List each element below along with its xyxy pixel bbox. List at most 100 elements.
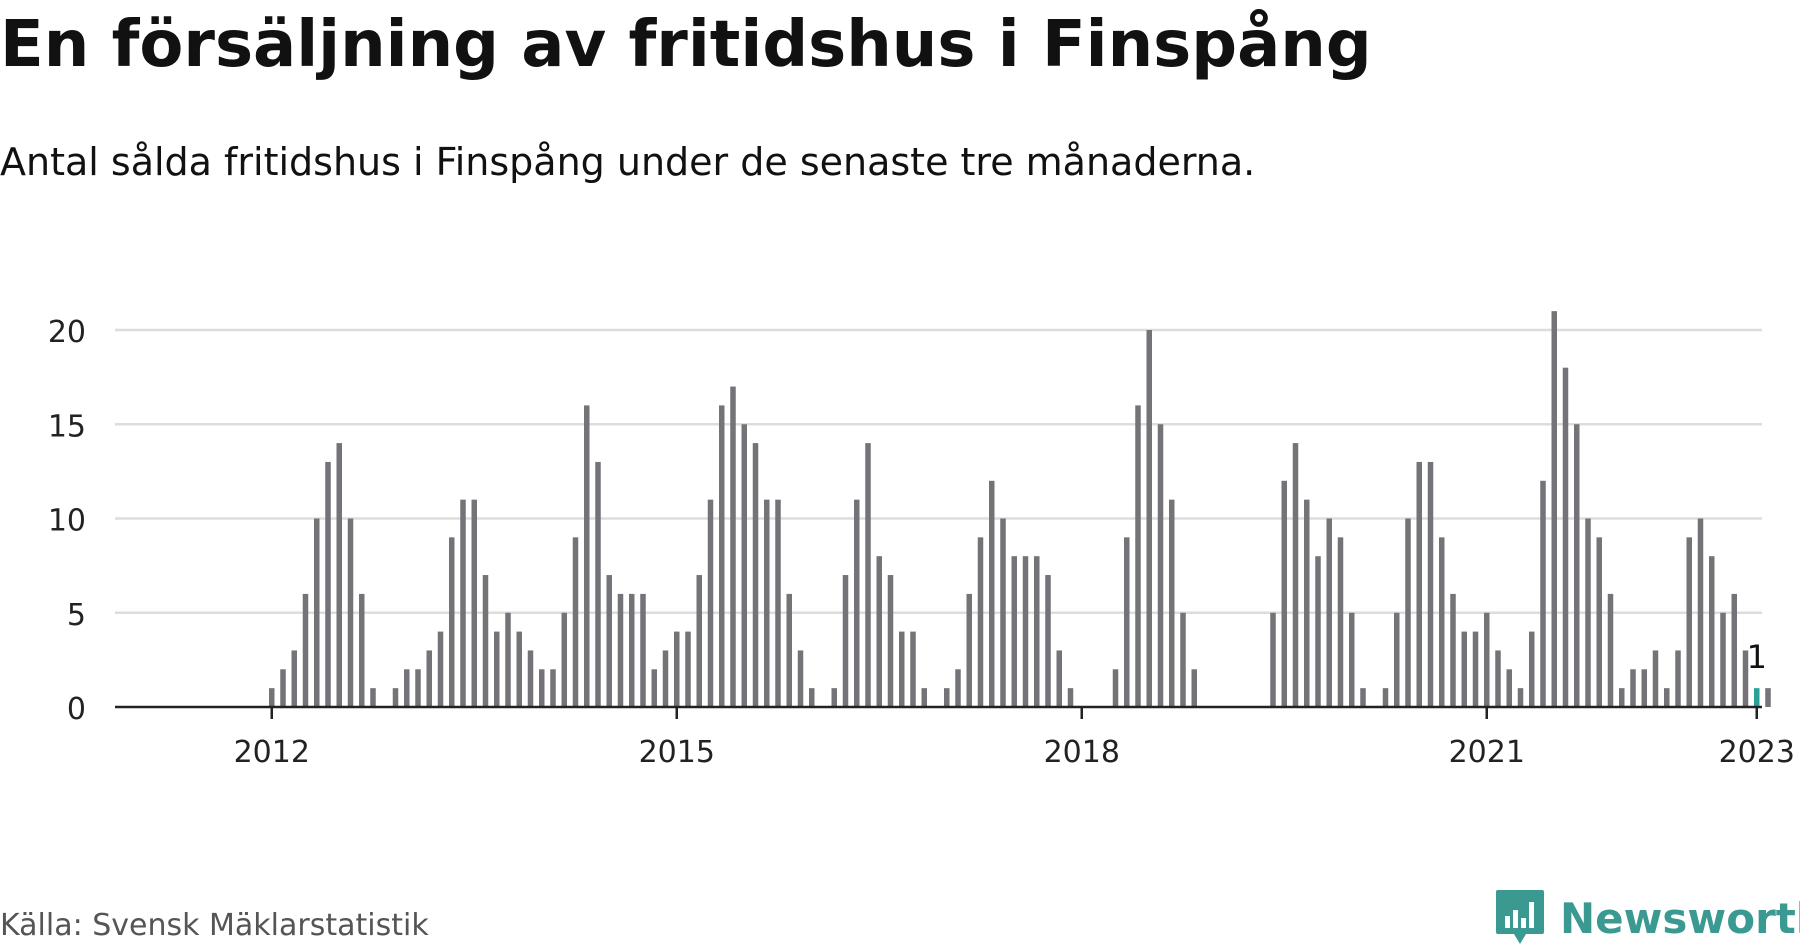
bar [865, 443, 871, 707]
bar [584, 405, 590, 707]
bar [831, 688, 837, 707]
bar [719, 405, 725, 707]
brand-logo: Newsworthy [1494, 888, 1800, 948]
axes: 0 5 10 15 20 1 2012 2015 2018 2021 2023 [48, 315, 1795, 770]
bar [392, 688, 399, 707]
bar [1484, 612, 1490, 707]
bar [775, 499, 781, 707]
bar [1619, 688, 1625, 707]
bar [1270, 612, 1276, 707]
bar [989, 480, 995, 707]
bar [1056, 650, 1062, 707]
bar [1574, 424, 1580, 707]
bar [437, 631, 444, 707]
x-tick-label: 2023 [1719, 735, 1795, 770]
bar [921, 688, 927, 707]
bar [1551, 311, 1557, 707]
bar [1697, 518, 1704, 707]
bar [1191, 669, 1197, 707]
bar [1731, 593, 1737, 707]
bar [1461, 631, 1467, 707]
bar [1000, 518, 1006, 707]
bar [1540, 480, 1546, 707]
bar [685, 631, 691, 707]
bar [786, 593, 792, 707]
bar [516, 631, 522, 707]
bar [1517, 688, 1524, 707]
bar [595, 461, 601, 707]
bar [1709, 556, 1715, 707]
bar [606, 575, 612, 707]
bar [842, 575, 849, 707]
bar [325, 461, 331, 707]
bar [617, 593, 624, 707]
bar [291, 650, 297, 707]
bar [1135, 405, 1141, 707]
bar [1686, 537, 1692, 707]
bar [1011, 556, 1017, 707]
bar [1630, 669, 1636, 707]
bar [854, 499, 860, 707]
y-tick-label: 5 [67, 598, 86, 633]
bar [640, 593, 646, 707]
bar [1664, 688, 1670, 707]
bar [539, 669, 545, 707]
bar [674, 631, 680, 707]
chart-title: En försäljning av fritidshus i Finspång [0, 8, 1372, 82]
bar [302, 593, 309, 707]
bar [1585, 518, 1591, 707]
bar [910, 631, 916, 707]
bar [1742, 650, 1749, 707]
bar [741, 424, 747, 707]
bar [1146, 330, 1152, 707]
bar [1439, 537, 1445, 707]
bar [662, 650, 669, 707]
bar [1394, 612, 1400, 707]
bar [944, 688, 950, 707]
brand-name: Newsworthy [1560, 893, 1800, 943]
x-tick-label: 2015 [639, 735, 715, 770]
bar [550, 669, 556, 707]
bar [696, 575, 702, 707]
bar [752, 443, 759, 707]
bar [1124, 537, 1130, 707]
bar [269, 688, 275, 707]
bar [1067, 688, 1074, 707]
bar [887, 575, 894, 707]
bar [1337, 537, 1344, 707]
bar [415, 669, 421, 707]
bar [1596, 537, 1602, 707]
bar [1157, 424, 1164, 707]
highlight-label: 1 [1747, 638, 1767, 676]
bar [1281, 480, 1287, 707]
bar [359, 593, 365, 707]
bar [955, 669, 961, 707]
bar [347, 518, 354, 707]
bar [1382, 688, 1389, 707]
bar [651, 669, 657, 707]
bar [370, 688, 376, 707]
bar [527, 650, 534, 707]
source-note: Källa: Svensk Mäklarstatistik [0, 908, 429, 943]
bar [1349, 612, 1355, 707]
bar [1045, 575, 1051, 707]
bar [505, 612, 511, 707]
bar [1450, 593, 1456, 707]
bar [1360, 688, 1366, 707]
bar [1112, 669, 1119, 707]
bar [404, 669, 410, 707]
bar [471, 499, 477, 707]
y-tick-label: 0 [67, 692, 86, 727]
bar [1326, 518, 1332, 707]
bar [1416, 461, 1422, 707]
x-tick-label: 2018 [1044, 735, 1120, 770]
bar [977, 537, 984, 707]
bar [1529, 631, 1535, 707]
bar [336, 443, 342, 707]
gridlines [115, 328, 1762, 614]
bars [269, 311, 1771, 707]
x-tick-label: 2021 [1449, 735, 1525, 770]
bar [764, 499, 770, 707]
bar [1641, 669, 1647, 707]
